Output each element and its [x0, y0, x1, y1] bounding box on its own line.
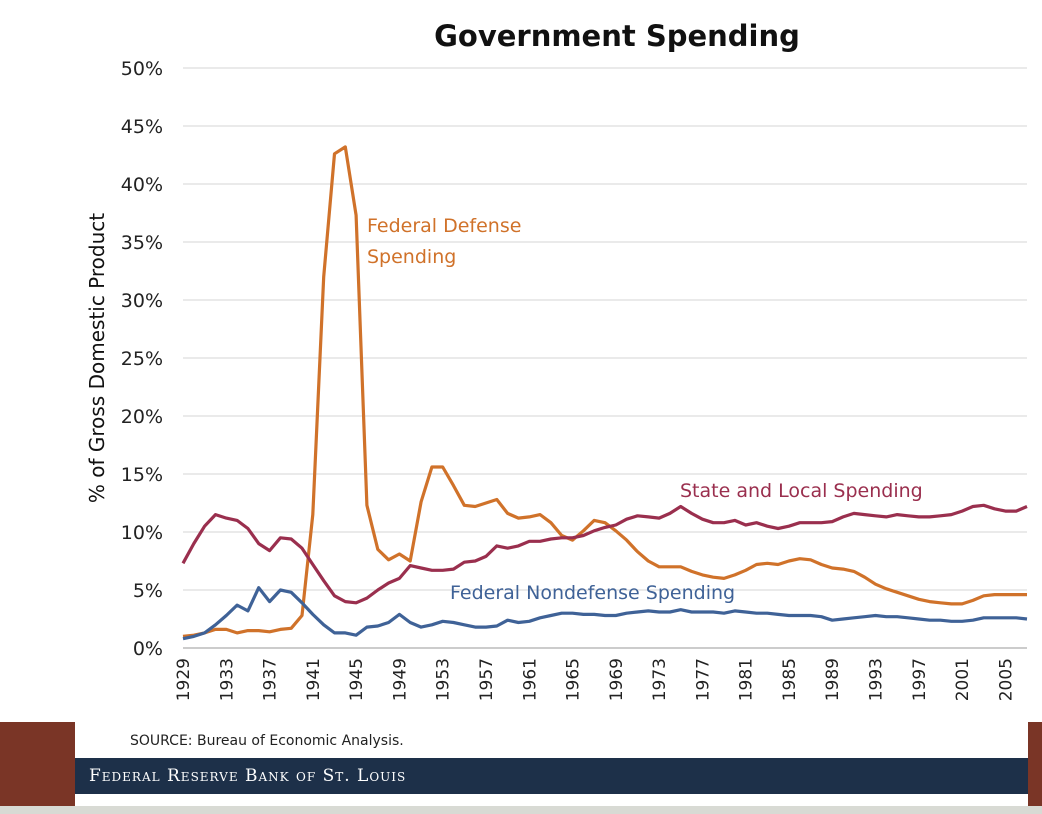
chart-title: Government Spending [434, 19, 800, 53]
series-lines [181, 145, 1028, 641]
x-tick-label: 1953 [434, 658, 454, 701]
series-line-2 [182, 586, 1028, 641]
y-tick-label: 10% [121, 522, 163, 544]
footer-accent-right [1028, 722, 1042, 814]
x-axis-ticks: 1929 1933 1937 1941 1945 1949 1953 1957 1961 1965… [174, 658, 1016, 701]
x-tick-label: 1989 [823, 658, 843, 701]
y-tick-label: 5% [133, 580, 163, 602]
x-tick-label: 1961 [520, 658, 540, 701]
y-tick-label: 50% [121, 58, 163, 80]
y-tick-label: 15% [121, 464, 163, 486]
x-tick-label: 2005 [996, 658, 1016, 701]
x-tick-label: 1949 [390, 658, 410, 701]
x-tick-label: 1973 [650, 658, 670, 701]
x-tick-label: 1929 [174, 658, 194, 701]
y-tick-label: 45% [121, 116, 163, 138]
x-tick-label: 2001 [953, 658, 973, 701]
y-tick-label: 20% [121, 406, 163, 428]
bottom-strip [0, 806, 1042, 814]
y-tick-label: 35% [121, 232, 163, 254]
chart: Government Spending 0% 5% 10% 15% 20% 25% 30% 3… [85, 19, 1028, 701]
series-annotation: Federal Nondefense Spending [450, 582, 735, 604]
x-tick-label: 1993 [867, 658, 887, 701]
x-tick-label: 1937 [261, 658, 281, 701]
x-tick-label: 1977 [693, 658, 713, 701]
y-axis-label: % of Gross Domestic Product [85, 213, 109, 503]
x-tick-label: 1965 [564, 658, 584, 701]
footer-bank-name: Federal Reserve Bank of St. Louis [75, 758, 1028, 794]
x-tick-label: 1945 [347, 658, 367, 701]
series-annotations: Federal Defense Spending State and Local S… [367, 215, 923, 604]
y-tick-label: 25% [121, 348, 163, 370]
series-annotation: Spending [367, 246, 456, 268]
series-annotation: Federal Defense [367, 215, 521, 237]
series-line-1 [181, 503, 1028, 605]
series-line-0 [182, 145, 1027, 638]
y-tick-label: 0% [133, 638, 163, 660]
x-tick-label: 1981 [737, 658, 757, 701]
x-tick-label: 1957 [477, 658, 497, 701]
x-tick-label: 1969 [607, 658, 627, 701]
x-tick-label: 1933 [217, 658, 237, 701]
y-tick-label: 40% [121, 174, 163, 196]
x-tick-label: 1941 [304, 658, 324, 701]
footer-accent-left [0, 722, 75, 814]
series-annotation: State and Local Spending [680, 480, 923, 502]
y-tick-label: 30% [121, 290, 163, 312]
source-note: SOURCE: Bureau of Economic Analysis. [130, 733, 404, 749]
y-axis-ticks: 0% 5% 10% 15% 20% 25% 30% 35% 40% 45% 50% [121, 58, 163, 660]
x-tick-label: 1985 [780, 658, 800, 701]
x-tick-label: 1997 [910, 658, 930, 701]
